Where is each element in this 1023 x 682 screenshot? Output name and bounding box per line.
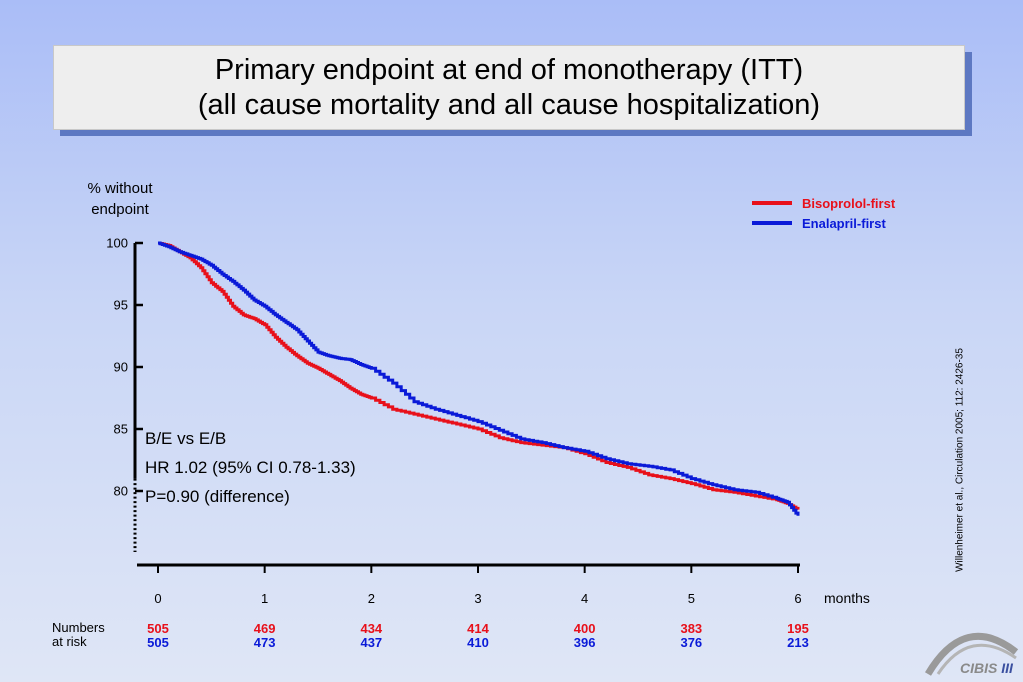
title-box: Primary endpoint at end of monotherapy (… xyxy=(53,45,965,130)
y-axis-label-line-2: endpoint xyxy=(91,201,149,218)
legend-item-bisoprolol: Bisoprolol-first xyxy=(752,193,895,213)
numbers-at-risk-label-line-1: Numbers xyxy=(52,620,105,635)
stats-hazard-ratio: HR 1.02 (95% CI 0.78-1.33) xyxy=(145,458,356,477)
numbers-at-risk-label-line-2: at risk xyxy=(52,634,87,649)
y-tick-label-90: 90 xyxy=(114,360,128,375)
numbers-at-risk-enalapril-month-1: 473 xyxy=(253,635,276,650)
y-axis-label-line-1: % without xyxy=(87,180,153,197)
stats-comparison: B/E vs E/B xyxy=(145,429,227,448)
x-tick-label-4: 4 xyxy=(581,591,588,606)
y-tick-label-100: 100 xyxy=(106,236,128,251)
x-tick-label-2: 2 xyxy=(368,591,375,606)
x-tick-label-3: 3 xyxy=(474,591,481,606)
numbers-at-risk-enalapril-month-5: 376 xyxy=(680,635,703,650)
numbers-at-risk-bisoprolol-month-6: 195 xyxy=(787,621,809,636)
legend-item-enalapril: Enalapril-first xyxy=(752,213,895,233)
title-line-2: (all cause mortality and all cause hospi… xyxy=(197,88,821,121)
stats-p-value: P=0.90 (difference) xyxy=(145,487,290,506)
numbers-at-risk-enalapril-month-0: 505 xyxy=(147,635,169,650)
legend-label-enalapril: Enalapril-first xyxy=(802,215,886,231)
numbers-at-risk-bisoprolol-month-1: 469 xyxy=(253,621,276,636)
numbers-at-risk-enalapril-month-4: 396 xyxy=(573,635,596,650)
y-axis-label: % without endpoint xyxy=(80,178,160,220)
logo-text-suffix: III xyxy=(997,660,1013,676)
y-tick-label-95: 95 xyxy=(114,298,128,313)
legend: Bisoprolol-first Enalapril-first xyxy=(752,193,895,233)
citation: Willenheimer et al., Circulation 2005; 1… xyxy=(954,348,966,572)
y-tick-label-85: 85 xyxy=(114,422,128,437)
numbers-at-risk-bisoprolol-month-5: 383 xyxy=(680,621,703,636)
y-tick-label-80: 80 xyxy=(114,484,128,499)
logo-text-main: CIBIS xyxy=(960,660,998,676)
series-line-bisoprolol xyxy=(158,241,800,510)
x-axis-label: months xyxy=(824,590,870,606)
x-tick-label-1: 1 xyxy=(261,591,268,606)
numbers-at-risk-enalapril-month-2: 437 xyxy=(360,635,383,650)
numbers-at-risk-bisoprolol-month-4: 400 xyxy=(573,621,596,636)
legend-swatch-enalapril xyxy=(752,221,792,225)
legend-label-bisoprolol: Bisoprolol-first xyxy=(802,195,896,211)
legend-swatch-bisoprolol xyxy=(752,201,792,205)
x-tick-label-6: 6 xyxy=(794,591,801,606)
numbers-at-risk-enalapril-month-3: 410 xyxy=(467,635,489,650)
stats-annotation: B/E vs E/B HR 1.02 (95% CI 0.78-1.33) P=… xyxy=(145,424,356,511)
numbers-at-risk-bisoprolol-month-3: 414 xyxy=(467,621,489,636)
numbers-at-risk-enalapril-month-6: 213 xyxy=(787,635,809,650)
numbers-at-risk-bisoprolol-month-0: 505 xyxy=(147,621,169,636)
cibis-logo-icon xyxy=(924,632,1019,676)
cibis-logo-text: CIBIS III xyxy=(960,660,1013,676)
x-tick-label-0: 0 xyxy=(154,591,161,606)
series-line-enalapril xyxy=(158,241,800,516)
title-line-1: Primary endpoint at end of monotherapy (… xyxy=(214,53,804,86)
x-tick-label-5: 5 xyxy=(688,591,695,606)
numbers-at-risk-label: Numbers at risk xyxy=(52,621,105,649)
numbers-at-risk-bisoprolol-month-2: 434 xyxy=(360,621,383,636)
